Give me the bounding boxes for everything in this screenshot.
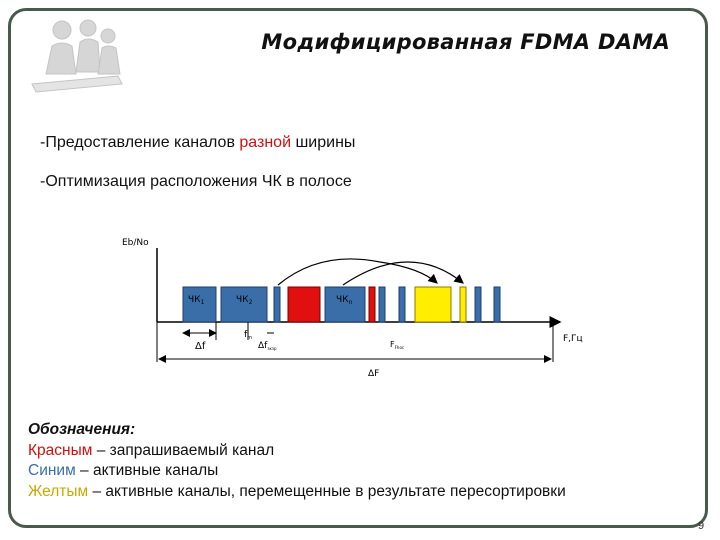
delta-f-label: Δf: [195, 341, 206, 352]
legend: Обозначения: Красным – запрашиваемый кан…: [28, 420, 566, 502]
channel-bar: [324, 286, 366, 323]
y-axis-label: Eb/No: [122, 238, 149, 248]
relocation-arrow: [277, 258, 438, 286]
business-people-logo-icon: [31, 19, 123, 93]
moved-channel-bar-narrow: [459, 286, 467, 323]
band-label: ΔF: [368, 369, 379, 379]
moved-channel-bar: [414, 286, 452, 323]
legend-item-red: Красным – запрашиваемый канал: [28, 441, 566, 462]
slide-title: Модифицированная FDMA DAMA: [261, 30, 670, 54]
x-axis-label: F,Гц: [563, 334, 583, 344]
channel-1-bar: [182, 286, 217, 323]
relocation-arrow: [342, 261, 464, 286]
channel-bar: [474, 286, 482, 323]
channel-bar: [493, 286, 501, 323]
channel-1-label: ЧК1: [188, 295, 205, 306]
bullet-channel-width: -Предоставление каналов разной ширины: [40, 134, 355, 152]
legend-item-yellow: Желтым – активные каналы, перемещенные в…: [28, 482, 566, 503]
bullet-highlight-word: разной: [239, 134, 292, 151]
requested-channel-bar: [287, 286, 321, 323]
channel-2-label: ЧК2: [236, 295, 253, 306]
legend-color-word: Желтым: [28, 482, 89, 500]
page-number: 9: [698, 520, 705, 532]
legend-item-blue: Синим – активные каналы: [28, 461, 566, 482]
channel-bar: [273, 286, 281, 323]
channel-bar: [378, 286, 386, 323]
legend-description: – активные каналы, перемещенные в резуль…: [88, 482, 566, 500]
bullet-text-after: ширины: [291, 134, 356, 151]
channel-n-label: ЧКn: [336, 295, 353, 306]
legend-description: – активные каналы: [75, 462, 219, 479]
fm-label: fm: [244, 330, 252, 341]
guard-band-label: Δfзкзр: [258, 341, 277, 351]
f-center-label: FFhoc: [390, 340, 404, 350]
bullet-text-before: -Предоставление каналов: [40, 134, 240, 151]
legend-header: Обозначения:: [28, 421, 136, 438]
legend-description: – запрашиваемый канал: [92, 441, 275, 459]
requested-channel-bar-narrow: [368, 286, 376, 323]
legend-color-word: Красным: [28, 441, 93, 459]
channel-2-bar: [220, 286, 268, 323]
slide-frame: [8, 8, 708, 528]
bullet-channel-optimization: -Оптимизация расположения ЧК в полосе: [40, 173, 352, 190]
legend-color-word: Синим: [28, 462, 76, 479]
channel-bar: [398, 286, 406, 323]
